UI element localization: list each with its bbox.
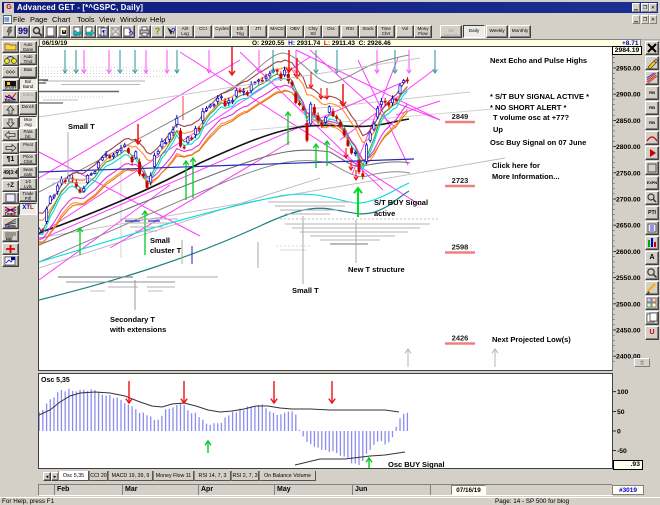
- svg-text:2600.00: 2600.00: [616, 249, 641, 256]
- svg-text:2723: 2723: [452, 176, 469, 185]
- svg-text:S/T BUY Signal: S/T BUY Signal: [374, 198, 428, 207]
- svg-text:* NO SHORT ALERT *: * NO SHORT ALERT *: [490, 103, 566, 112]
- svg-text:New T structure: New T structure: [348, 265, 405, 274]
- svg-text:-50: -50: [617, 448, 627, 455]
- svg-text:Small: Small: [150, 236, 170, 245]
- svg-text:2598: 2598: [452, 243, 469, 252]
- svg-text:Small T: Small T: [68, 122, 95, 131]
- svg-text:2800.00: 2800.00: [616, 144, 641, 151]
- svg-text:Osc 5,35: Osc 5,35: [41, 377, 70, 384]
- svg-text:LINES: LINES: [5, 213, 16, 216]
- svg-text:2900.00: 2900.00: [616, 92, 641, 99]
- svg-text:Small T: Small T: [292, 286, 319, 295]
- svg-text:with extensions: with extensions: [109, 325, 166, 334]
- svg-text:2950.00: 2950.00: [616, 66, 641, 73]
- svg-text:?: ?: [171, 27, 176, 36]
- svg-text:2750.00: 2750.00: [616, 170, 641, 177]
- svg-text:50: 50: [617, 409, 625, 416]
- svg-text:GANN: GANN: [5, 225, 16, 228]
- svg-text:T volume osc at +77?: T volume osc at +77?: [493, 113, 569, 122]
- svg-text:Next Echo and Pulse Highs: Next Echo and Pulse Highs: [490, 56, 587, 65]
- svg-text:More Information...: More Information...: [492, 172, 560, 181]
- svg-text:2450.00: 2450.00: [616, 328, 641, 335]
- svg-text:Secondary T: Secondary T: [110, 315, 155, 324]
- svg-text:2700.00: 2700.00: [616, 197, 641, 204]
- svg-text:2849: 2849: [452, 112, 469, 121]
- svg-text:2400.00: 2400.00: [616, 354, 641, 361]
- svg-text:Up: Up: [493, 125, 503, 134]
- svg-text:2550.00: 2550.00: [616, 275, 641, 282]
- svg-text:2500.00: 2500.00: [616, 301, 641, 308]
- svg-text:2426: 2426: [452, 334, 469, 343]
- svg-text:2850.00: 2850.00: [616, 118, 641, 125]
- svg-text:active: active: [374, 209, 395, 218]
- svg-text:STUDY: STUDY: [5, 86, 17, 89]
- svg-text:Osc BUY Signal: Osc BUY Signal: [388, 460, 445, 468]
- svg-text:Osc Buy Signal on 07 June: Osc Buy Signal on 07 June: [490, 138, 586, 147]
- svg-text:Next Projected Low(s): Next Projected Low(s): [492, 335, 571, 344]
- svg-text:FIB: FIB: [6, 238, 12, 241]
- svg-text:Click here for: Click here for: [492, 161, 540, 170]
- svg-text:* S/T BUY SIGNAL ACTIVE *: * S/T BUY SIGNAL ACTIVE *: [490, 92, 589, 101]
- svg-text:100: 100: [617, 389, 629, 396]
- svg-text:Elliott: Elliott: [5, 99, 16, 103]
- svg-text:0: 0: [617, 429, 621, 436]
- svg-text:2650.00: 2650.00: [616, 223, 641, 230]
- svg-text:cluster T: cluster T: [150, 246, 182, 255]
- svg-text:¶: ¶: [102, 30, 106, 37]
